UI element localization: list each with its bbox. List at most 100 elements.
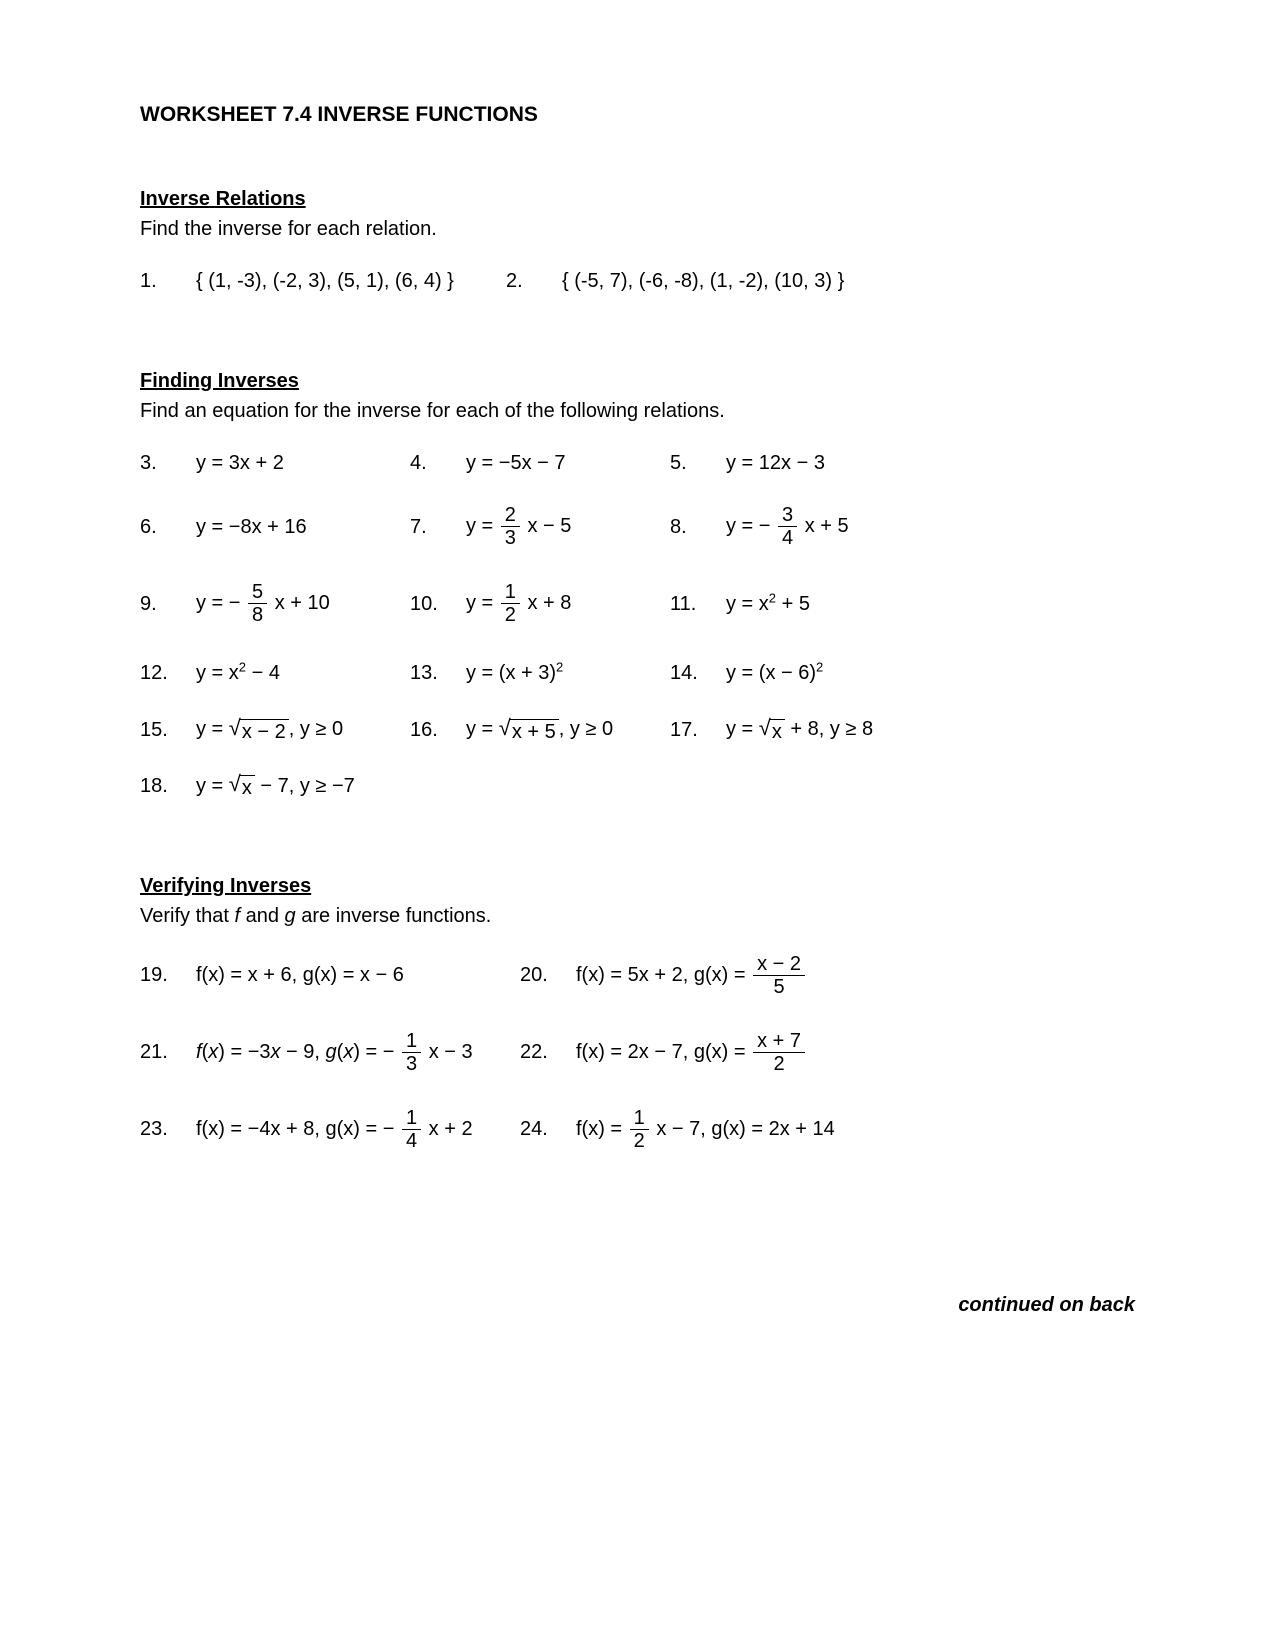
fraction-numerator: x − 2 [753,954,805,976]
problem-number: 14. [670,659,726,687]
fraction: 14 [402,1108,421,1151]
problem-expression: y = 3x + 2 [196,449,284,477]
problem-expression: y = 12 x + 8 [466,582,571,625]
problem-8: 8. y = − 34 x + 5 [670,505,940,548]
expr-part: ) = − [353,1041,400,1063]
problem-expression: y = √x + 8, y ≥ 8 [726,715,873,743]
problem-row: 18. y = √x − 7, y ≥ −7 [140,772,1135,800]
expr-suffix: + 5 [776,593,810,615]
exponent: 2 [556,660,563,675]
sqrt: √x [229,773,255,800]
expr-prefix: y = − [726,515,776,537]
problem-expression: y = − 58 x + 10 [196,582,330,625]
expr-part: − 9, [281,1041,326,1063]
section-instruction: Verify that f and g are inverse function… [140,902,1135,930]
expr-suffix: x + 8 [522,592,571,614]
problem-12: 12. y = x2 − 4 [140,659,410,687]
problem-row: 12. y = x2 − 4 13. y = (x + 3)2 14. y = … [140,659,1135,687]
expr-prefix: f(x) = 2x − 7, g(x) = [576,1041,751,1063]
problem-row: 23. f(x) = −4x + 8, g(x) = − 14 x + 2 24… [140,1108,1135,1151]
fraction-numerator: 1 [402,1031,421,1053]
problem-expression: { (-5, 7), (-6, -8), (1, -2), (10, 3) } [562,267,844,295]
problem-row: 6. y = −8x + 16 7. y = 23 x − 5 8. y = −… [140,505,1135,548]
fraction: x − 25 [753,954,805,997]
x-letter: x [208,1041,218,1063]
problem-4: 4. y = −5x − 7 [410,449,670,477]
problem-number: 12. [140,659,196,687]
expr-prefix: f(x) = −4x + 8, g(x) = − [196,1118,400,1140]
problem-expression: f(x) = 2x − 7, g(x) = x + 72 [576,1031,807,1074]
problem-row: 21. f(x) = −3x − 9, g(x) = − 13 x − 3 22… [140,1031,1135,1074]
problem-expression: f(x) = 12 x − 7, g(x) = 2x + 14 [576,1108,835,1151]
radicand: x [769,719,785,744]
fraction-numerator: 5 [248,582,267,604]
expr-prefix: y = [726,718,759,740]
problem-number: 9. [140,590,196,618]
expr-suffix: x + 10 [269,592,330,614]
expr-suffix: x − 3 [423,1041,472,1063]
instr-g: g [285,905,296,927]
fraction-numerator: x + 7 [753,1031,805,1053]
instr-part: and [240,905,284,927]
fraction-denominator: 2 [769,1053,788,1074]
radicand: x + 5 [509,719,559,744]
problem-expression: y = − 34 x + 5 [726,505,849,548]
problem-number: 16. [410,716,466,744]
fraction-numerator: 1 [501,582,520,604]
problem-10: 10. y = 12 x + 8 [410,582,670,625]
problem-number: 22. [520,1038,576,1066]
problem-1: 1. { (1, -3), (-2, 3), (5, 1), (6, 4) } [140,267,506,295]
footer-note: continued on back [140,1291,1135,1319]
problem-number: 3. [140,449,196,477]
problem-21: 21. f(x) = −3x − 9, g(x) = − 13 x − 3 [140,1031,520,1074]
fraction: 58 [248,582,267,625]
problem-row: 3. y = 3x + 2 4. y = −5x − 7 5. y = 12x … [140,449,1135,477]
problem-expression: y = √x + 5, y ≥ 0 [466,715,613,743]
worksheet-page: WORKSHEET 7.4 INVERSE FUNCTIONS Inverse … [0,0,1275,1379]
radicand: x − 2 [239,719,289,744]
fraction-numerator: 1 [402,1108,421,1130]
fraction-numerator: 2 [501,505,520,527]
problem-number: 2. [506,267,562,295]
problem-number: 23. [140,1115,196,1143]
fraction-numerator: 3 [778,505,797,527]
problem-7: 7. y = 23 x − 5 [410,505,670,548]
problem-number: 17. [670,716,726,744]
fraction: x + 72 [753,1031,805,1074]
fraction-denominator: 3 [402,1053,421,1074]
expr-suffix: − 4 [246,662,280,684]
problem-19: 19. f(x) = x + 6, g(x) = x − 6 [140,961,520,989]
expr-suffix: , y ≥ 0 [289,718,343,740]
expr-prefix: y = x [196,662,239,684]
problem-row: 1. { (1, -3), (-2, 3), (5, 1), (6, 4) } … [140,267,1135,295]
expr-prefix: f(x) = 5x + 2, g(x) = [576,964,751,986]
fraction: 12 [630,1108,649,1151]
problem-expression: y = (x − 6)2 [726,659,823,687]
expr-suffix: x + 2 [423,1118,472,1140]
expr-suffix: + 8, y ≥ 8 [785,718,873,740]
problem-14: 14. y = (x − 6)2 [670,659,940,687]
problem-expression: y = √x − 7, y ≥ −7 [196,772,355,800]
exponent: 2 [239,660,246,675]
radicand: x [239,775,255,800]
fraction-denominator: 2 [501,604,520,625]
problem-number: 11. [670,590,726,618]
problem-3: 3. y = 3x + 2 [140,449,410,477]
problem-9: 9. y = − 58 x + 10 [140,582,410,625]
problem-expression: y = 23 x − 5 [466,505,571,548]
problem-2: 2. { (-5, 7), (-6, -8), (1, -2), (10, 3)… [506,267,844,295]
problem-11: 11. y = x2 + 5 [670,590,940,618]
problem-number: 1. [140,267,196,295]
x-letter: x [271,1041,281,1063]
problem-number: 15. [140,716,196,744]
problem-number: 24. [520,1115,576,1143]
expr-part: ) = −3 [218,1041,270,1063]
problem-expression: f(x) = x + 6, g(x) = x − 6 [196,961,404,989]
sqrt: √x − 2 [229,717,289,744]
fraction-denominator: 4 [402,1130,421,1151]
problem-expression: { (1, -3), (-2, 3), (5, 1), (6, 4) } [196,267,506,295]
section-heading-finding-inverses: Finding Inverses [140,367,1135,395]
x-letter: x [343,1041,353,1063]
problem-expression: y = √x − 2, y ≥ 0 [196,715,343,743]
expr-prefix: y = [466,515,499,537]
